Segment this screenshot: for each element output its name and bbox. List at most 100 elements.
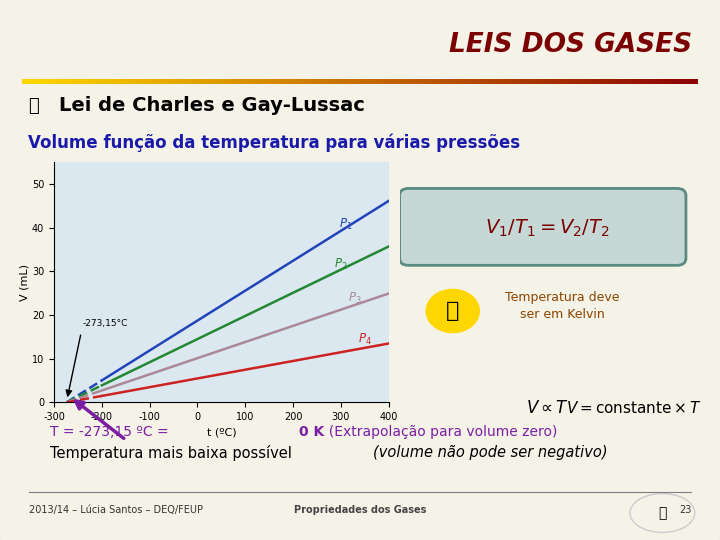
- Bar: [272, 79, 279, 84]
- Bar: [204, 79, 211, 84]
- Text: $V \propto T$: $V \propto T$: [526, 399, 569, 417]
- Bar: [265, 79, 272, 84]
- Bar: [509, 79, 516, 84]
- Text: Volume função da temperatura para várias pressões: Volume função da temperatura para várias…: [28, 133, 521, 152]
- Text: 0 K: 0 K: [299, 425, 324, 439]
- Bar: [89, 79, 96, 84]
- Bar: [536, 79, 543, 84]
- Bar: [28, 79, 35, 84]
- Text: LEIS DOS GASES: LEIS DOS GASES: [449, 32, 692, 58]
- Bar: [177, 79, 184, 84]
- Bar: [143, 79, 150, 84]
- Bar: [597, 79, 603, 84]
- Bar: [489, 79, 495, 84]
- Bar: [563, 79, 570, 84]
- Bar: [692, 79, 698, 84]
- Text: $P_1$: $P_1$: [338, 217, 352, 232]
- Text: 🏛: 🏛: [658, 506, 667, 520]
- Bar: [644, 79, 651, 84]
- Bar: [617, 79, 624, 84]
- Bar: [603, 79, 611, 84]
- Bar: [130, 79, 137, 84]
- Bar: [49, 79, 55, 84]
- Bar: [354, 79, 360, 84]
- Bar: [374, 79, 380, 84]
- Bar: [549, 79, 557, 84]
- Bar: [225, 79, 231, 84]
- Bar: [218, 79, 225, 84]
- Bar: [103, 79, 109, 84]
- Bar: [421, 79, 428, 84]
- Bar: [320, 79, 326, 84]
- Bar: [665, 79, 671, 84]
- Bar: [96, 79, 103, 84]
- Bar: [83, 79, 89, 84]
- Bar: [346, 79, 354, 84]
- Bar: [624, 79, 631, 84]
- Y-axis label: V (mL): V (mL): [19, 264, 29, 301]
- Bar: [306, 79, 312, 84]
- Bar: [671, 79, 678, 84]
- Bar: [197, 79, 204, 84]
- Bar: [231, 79, 238, 84]
- Bar: [448, 79, 455, 84]
- Bar: [211, 79, 218, 84]
- Bar: [35, 79, 42, 84]
- Bar: [583, 79, 590, 84]
- Bar: [400, 79, 408, 84]
- Text: $P_4$: $P_4$: [358, 332, 372, 347]
- Bar: [414, 79, 421, 84]
- Text: $V = \mathrm{constante} \times T$: $V = \mathrm{constante} \times T$: [566, 400, 701, 416]
- Bar: [340, 79, 346, 84]
- Bar: [408, 79, 414, 84]
- Text: 🌐: 🌐: [28, 97, 39, 115]
- Text: Temperatura mais baixa possível: Temperatura mais baixa possível: [50, 444, 297, 461]
- Bar: [42, 79, 49, 84]
- Bar: [279, 79, 286, 84]
- Bar: [678, 79, 685, 84]
- Bar: [299, 79, 306, 84]
- Bar: [360, 79, 366, 84]
- Bar: [55, 79, 62, 84]
- Bar: [312, 79, 320, 84]
- Bar: [184, 79, 191, 84]
- Bar: [171, 79, 177, 84]
- Bar: [191, 79, 197, 84]
- Bar: [157, 79, 163, 84]
- Bar: [150, 79, 157, 84]
- Bar: [380, 79, 387, 84]
- Bar: [123, 79, 130, 84]
- Bar: [529, 79, 536, 84]
- Bar: [637, 79, 644, 84]
- Bar: [495, 79, 502, 84]
- FancyBboxPatch shape: [400, 188, 686, 265]
- Bar: [428, 79, 434, 84]
- Bar: [577, 79, 583, 84]
- Bar: [252, 79, 258, 84]
- Text: T = -273,15 ºC =: T = -273,15 ºC =: [50, 425, 174, 439]
- Bar: [292, 79, 299, 84]
- Bar: [651, 79, 658, 84]
- Bar: [333, 79, 340, 84]
- Bar: [482, 79, 489, 84]
- Bar: [590, 79, 597, 84]
- Bar: [76, 79, 83, 84]
- Bar: [109, 79, 117, 84]
- Text: (Extrapolação para volume zero): (Extrapolação para volume zero): [320, 425, 558, 439]
- Bar: [462, 79, 468, 84]
- Bar: [658, 79, 665, 84]
- Text: 2013/14 – Lúcia Santos – DEQ/FEUP: 2013/14 – Lúcia Santos – DEQ/FEUP: [29, 505, 203, 515]
- Bar: [543, 79, 549, 84]
- Text: 23: 23: [679, 505, 691, 515]
- Bar: [516, 79, 523, 84]
- Bar: [137, 79, 143, 84]
- Text: Propriedades dos Gases: Propriedades dos Gases: [294, 505, 426, 515]
- Bar: [557, 79, 563, 84]
- Bar: [475, 79, 482, 84]
- Bar: [326, 79, 333, 84]
- Bar: [455, 79, 462, 84]
- Bar: [258, 79, 265, 84]
- X-axis label: t (ºC): t (ºC): [207, 428, 236, 437]
- Bar: [117, 79, 123, 84]
- Text: (volume não pode ser negativo): (volume não pode ser negativo): [373, 445, 608, 460]
